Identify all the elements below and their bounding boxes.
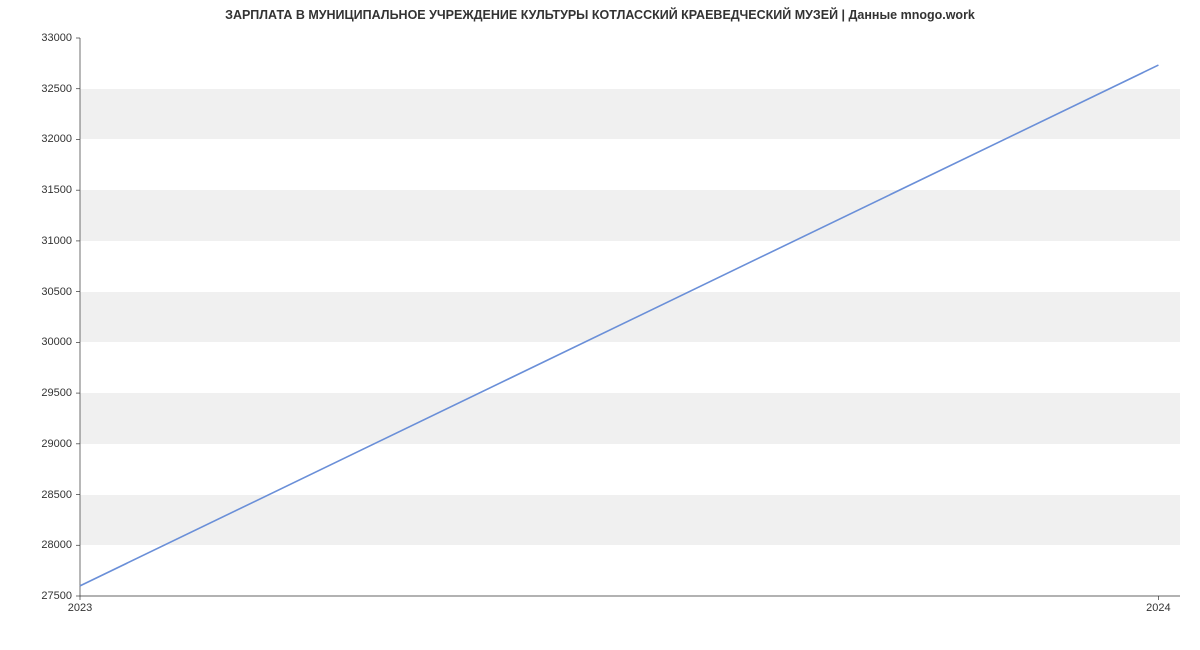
plot-area: 2750028000285002900029500300003050031000… [80,38,1180,596]
y-tick-label: 32500 [41,83,80,95]
y-tick-label: 29500 [41,387,80,399]
y-tick-label: 30000 [41,336,80,348]
y-tick-label: 31000 [41,235,80,247]
y-tick-label: 29000 [41,438,80,450]
x-tick-label: 2024 [1146,596,1170,614]
chart-title: ЗАРПЛАТА В МУНИЦИПАЛЬНОЕ УЧРЕЖДЕНИЕ КУЛЬ… [0,8,1200,22]
y-tick-label: 28000 [41,539,80,551]
y-tick-label: 28500 [41,489,80,501]
y-tick-label: 31500 [41,184,80,196]
chart-container: ЗАРПЛАТА В МУНИЦИПАЛЬНОЕ УЧРЕЖДЕНИЕ КУЛЬ… [0,0,1200,650]
series-salary [80,65,1158,586]
x-tick-label: 2023 [68,596,92,614]
y-tick-label: 32000 [41,133,80,145]
y-tick-label: 30500 [41,286,80,298]
axes-svg [80,38,1180,596]
y-tick-label: 33000 [41,32,80,44]
